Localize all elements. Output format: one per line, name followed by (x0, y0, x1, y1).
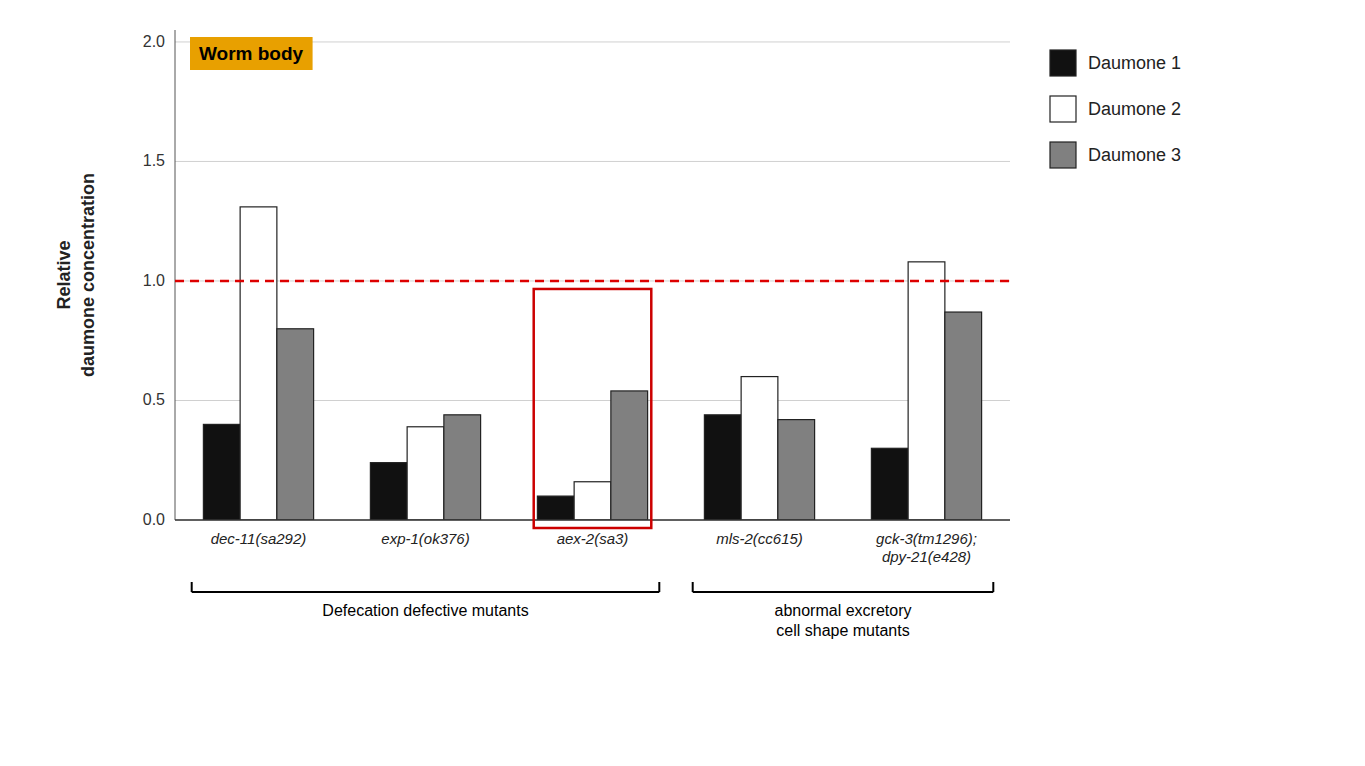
y-axis-label: Relativedaumone concentration (54, 173, 98, 377)
y-tick-label: 0.5 (143, 391, 165, 408)
legend-label: Daumone 1 (1088, 53, 1181, 73)
x-tick-label: aex-2(sa3) (557, 530, 629, 547)
y-tick-label: 1.5 (143, 152, 165, 169)
bar (778, 420, 815, 520)
bracket-label: abnormal excretorycell shape mutants (775, 602, 912, 639)
legend-swatch (1050, 96, 1076, 122)
legend: Daumone 1 Daumone 2 Daumone 3 (1050, 50, 1181, 168)
x-tick-label: mls-2(cc615) (716, 530, 803, 547)
bar (704, 415, 741, 520)
bar (945, 312, 982, 520)
grid-line (175, 280, 1010, 281)
bar (240, 207, 277, 520)
grid-line (175, 520, 1010, 521)
legend-swatch (1050, 50, 1076, 76)
text-box-background (190, 37, 313, 70)
x-tick-label: exp-1(ok376) (381, 530, 469, 547)
bracket-end (191, 582, 193, 592)
bracket-end (992, 582, 994, 592)
bar (537, 496, 574, 520)
bar (407, 427, 444, 520)
bar (741, 377, 778, 520)
grid-line (175, 161, 1010, 162)
legend-label: Daumone 2 (1088, 99, 1181, 119)
bar (277, 329, 314, 520)
bracket-label: Defecation defective mutants (322, 602, 528, 619)
text-box-label: Worm body (199, 43, 304, 64)
x-tick-label: dec-11(sa292) (211, 530, 307, 547)
bar (871, 448, 908, 520)
y-axis-line (175, 30, 176, 520)
bar (908, 262, 945, 520)
highlight-box (534, 289, 652, 528)
legend-swatch (1050, 142, 1076, 168)
bracket: abnormal excretorycell shape mutants (693, 582, 994, 639)
background (0, 0, 1365, 766)
bar (444, 415, 481, 520)
y-tick-label: 0.0 (143, 511, 165, 528)
bracket-line (192, 591, 660, 593)
text-box: Worm body (190, 37, 313, 70)
x-axis-line (175, 519, 1010, 521)
bar (370, 463, 407, 520)
bar (574, 482, 611, 520)
grid (175, 42, 1010, 520)
reference-line (175, 280, 1010, 283)
bracket-end (658, 582, 660, 592)
bracket: Defecation defective mutants (192, 582, 660, 619)
legend-label: Daumone 3 (1088, 145, 1181, 165)
bracket-line (693, 591, 994, 593)
x-tick-label: gck-3(tm1296);dpy-21(e428) (876, 530, 977, 565)
bars (203, 207, 981, 520)
bar (611, 391, 648, 520)
y-tick-label: 2.0 (143, 33, 165, 50)
y-tick-label: 1.0 (143, 272, 165, 289)
bracket-end (692, 582, 694, 592)
chart: 0.0 0.5 1.0 1.5 2.0 Relativedaumone concentra… (0, 0, 1365, 766)
bar (203, 424, 240, 520)
